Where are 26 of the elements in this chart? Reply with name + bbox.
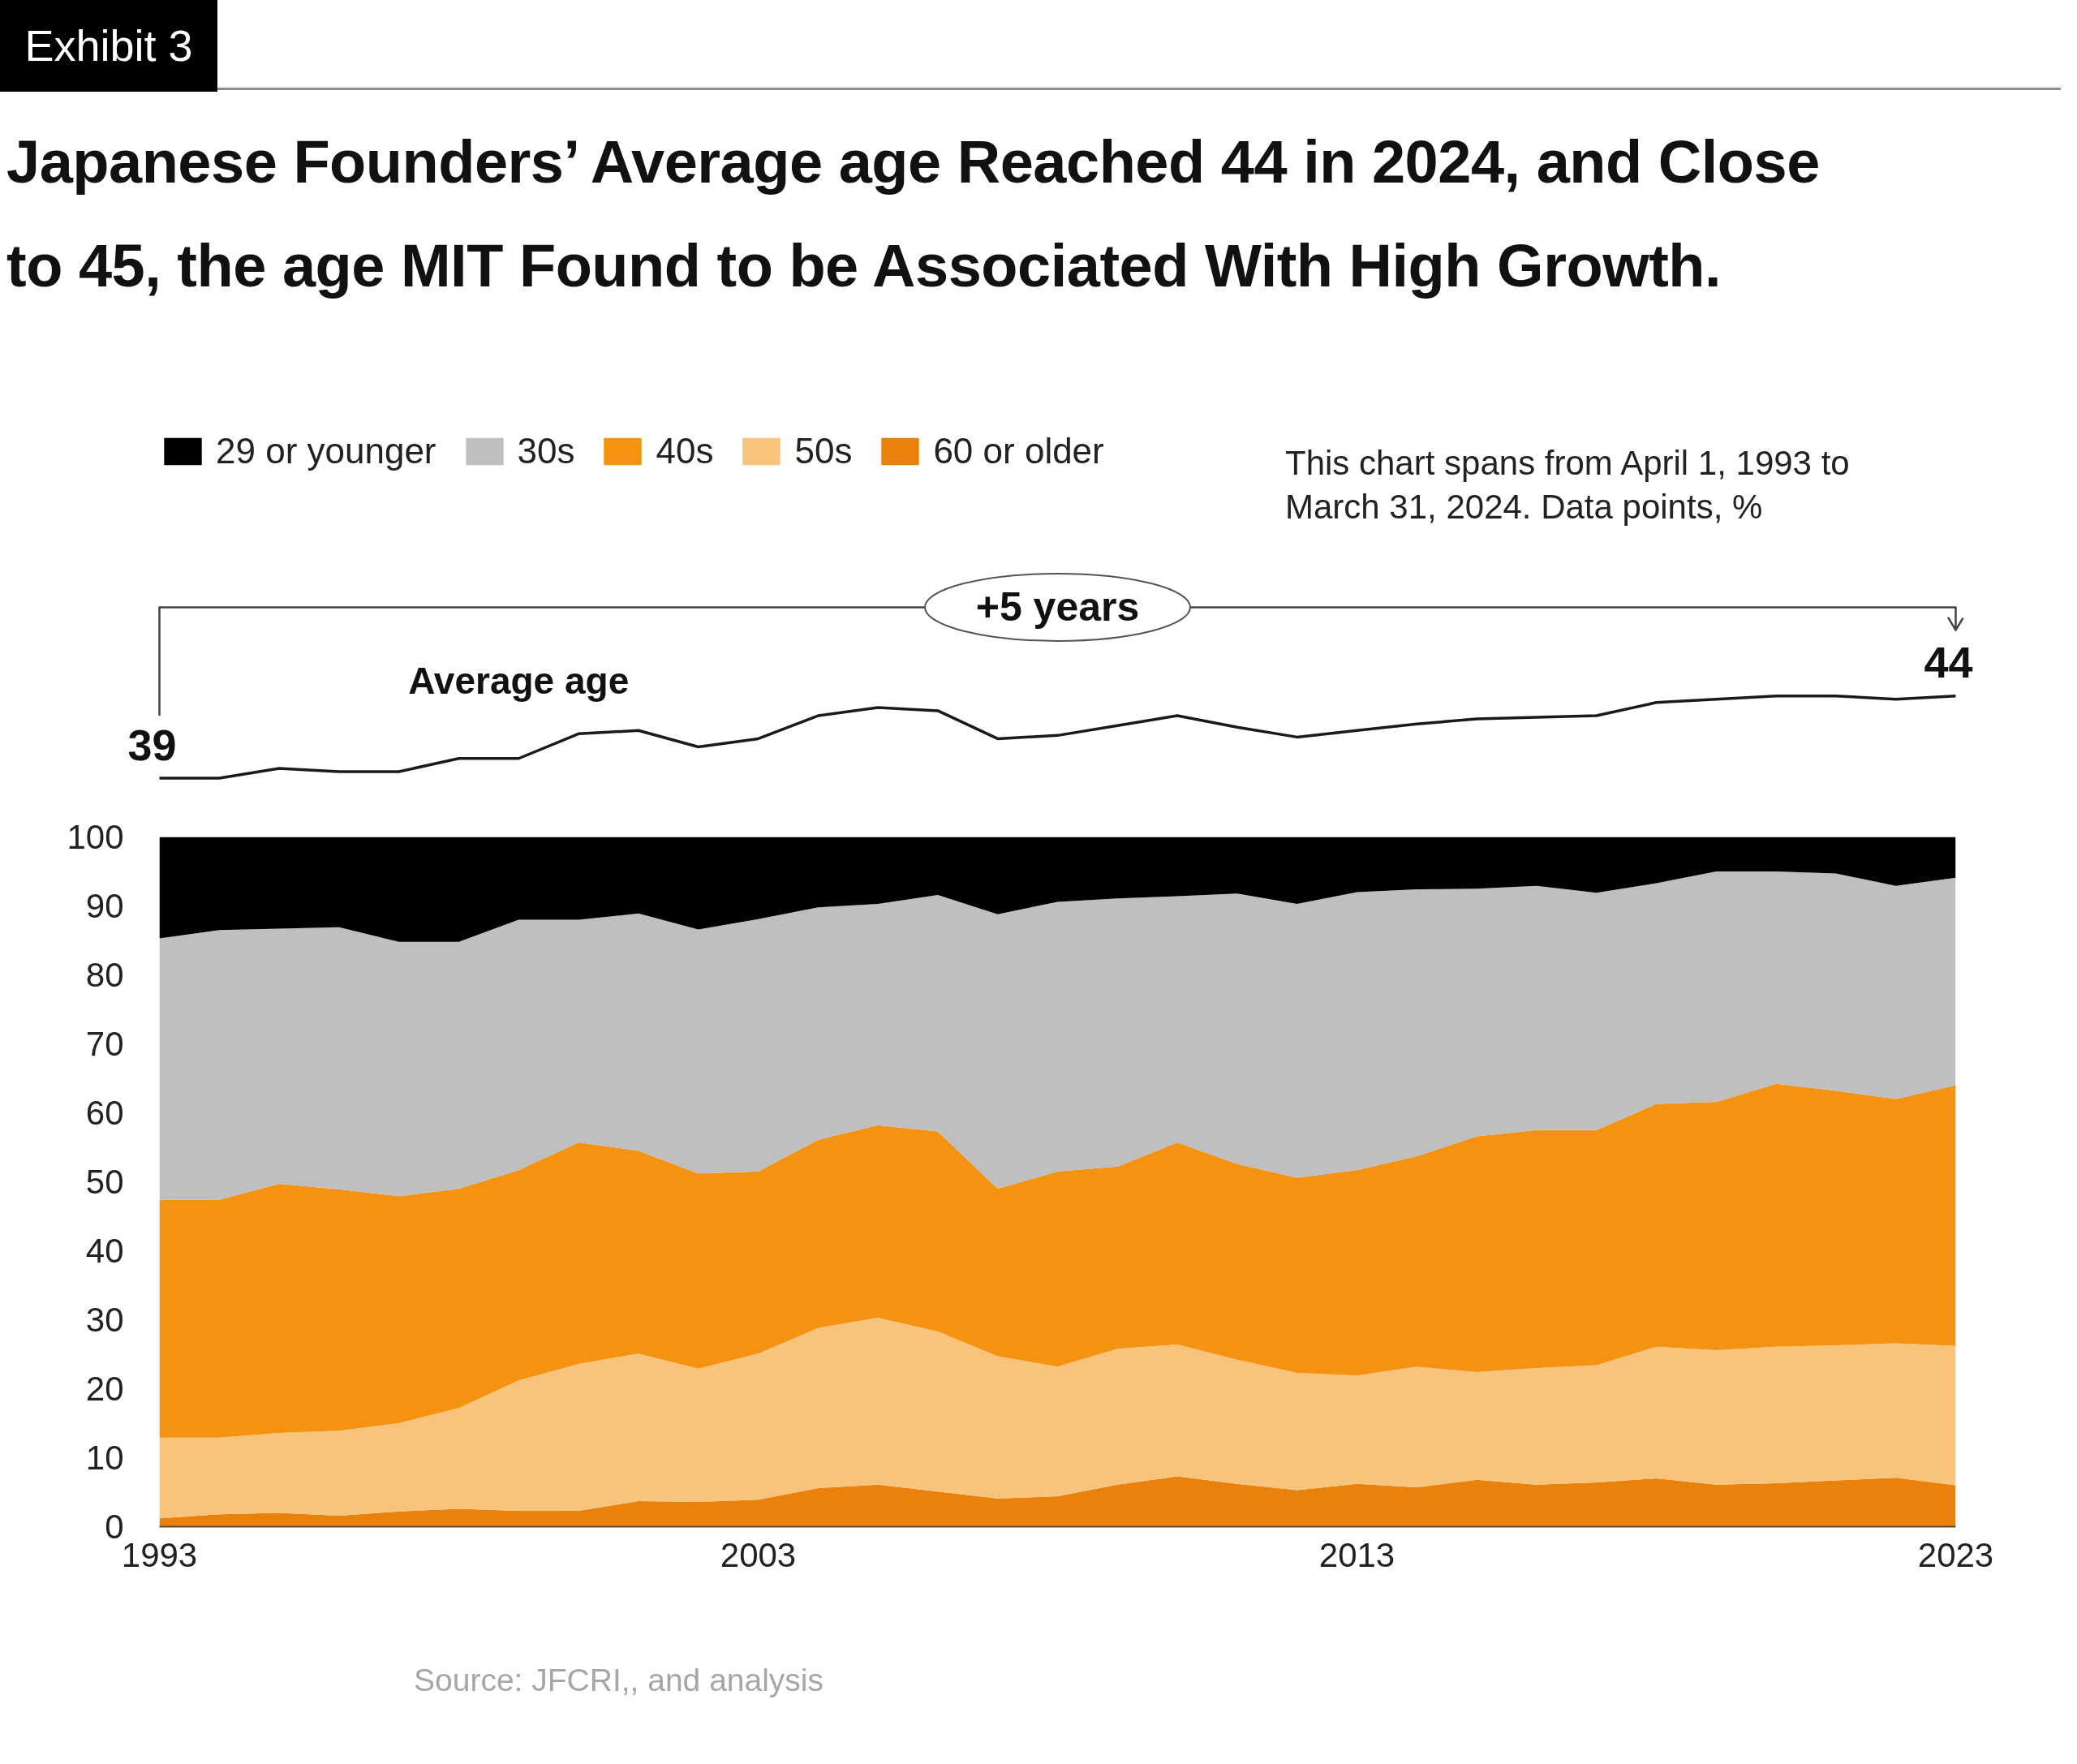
text: This chart spans from April 1, 1993 to March 31, 2024. Data points, % [1285,443,1851,527]
x-tick-label: 2023 [1917,1535,1994,1574]
y-tick-label: 80 [85,956,124,994]
y-tick-label: 40 [85,1232,124,1270]
x-tick-label: 2003 [720,1535,797,1574]
y-tick-label: 70 [85,1025,124,1063]
text: +5 years [975,584,1140,630]
legend-label: 30s [517,431,575,471]
y-tick-label: 30 [85,1301,124,1339]
y-tick-label: 20 [85,1370,124,1408]
y-tick-label: 100 [67,818,124,856]
text: Exhibit 3 [0,0,217,92]
y-tick-label: 90 [85,887,124,925]
legend-label: 60 or older [933,431,1104,471]
data-label: 39 [127,720,177,769]
source-note: Source: JFCRI,, and analysis [414,1662,824,1699]
series-label: Average age [408,659,630,702]
chart-title: Japanese Founders’ Average age Reached 44 in 2024, and Close to 45, the age MIT Found to be Associated With High Growth. [6,127,1821,301]
legend-label: 29 or younger [216,431,436,471]
y-tick-label: 10 [85,1439,124,1477]
legend-label: 40s [656,431,714,471]
data-label: 44 [1924,638,1973,687]
y-tick-label: 60 [85,1094,124,1132]
x-tick-label: 2013 [1318,1535,1395,1574]
y-tick-label: 50 [85,1163,124,1201]
legend-label: 50s [794,431,853,471]
